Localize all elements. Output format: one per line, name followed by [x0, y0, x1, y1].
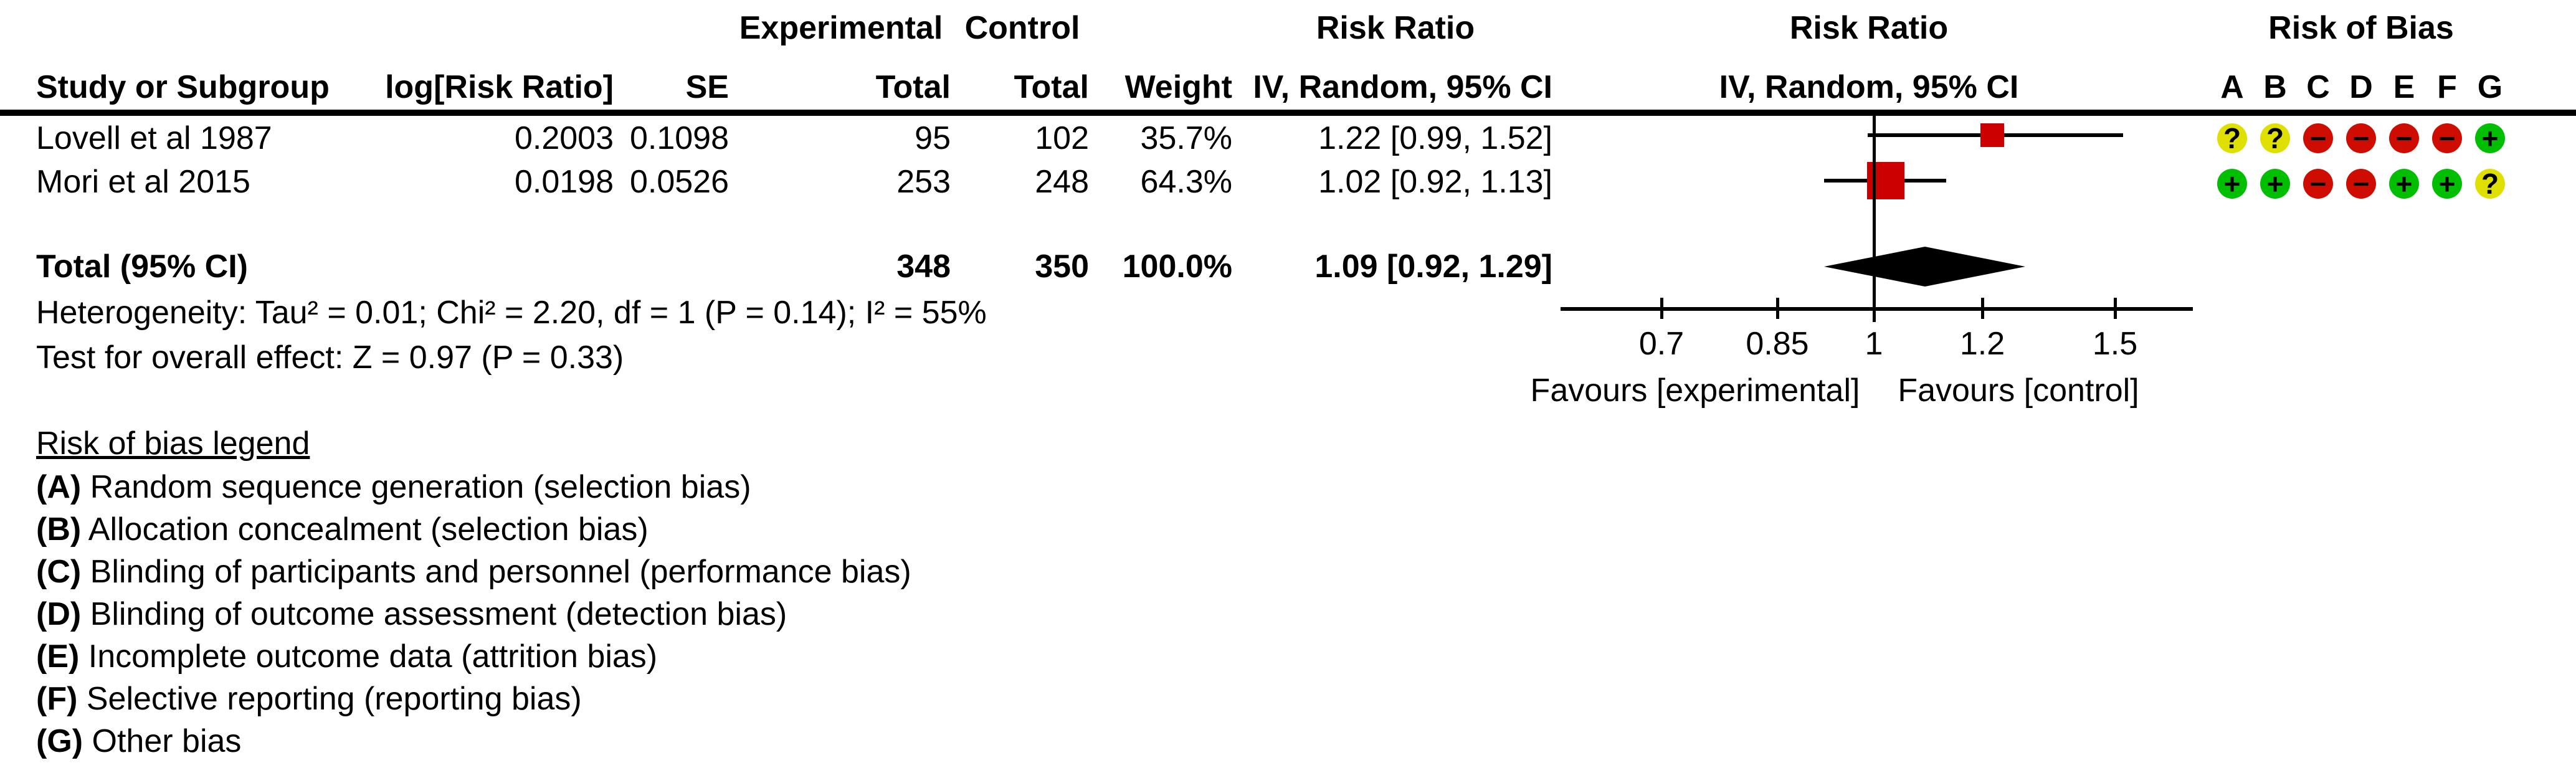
col-header-log-rr: log[Risk Ratio] — [385, 69, 614, 105]
study-weight: 35.7% — [1140, 120, 1232, 156]
bias-legend-text: Blinding of participants and personnel (… — [81, 554, 911, 590]
col-header-ci: IV, Random, 95% CI — [1253, 69, 1552, 105]
bias-legend-item: (D) Blinding of outcome assessment (dete… — [36, 595, 787, 633]
bias-circle: − — [2346, 168, 2376, 200]
study-se: 0.0526 — [629, 164, 729, 200]
header-divider-line — [0, 110, 2576, 116]
study-exp-total: 95 — [915, 120, 951, 156]
bias-legend-item: (F) Selective reporting (reporting bias) — [36, 680, 582, 718]
axis-tick — [1660, 298, 1663, 319]
bias-legend-key: (C) — [36, 554, 82, 590]
axis-tick-label: 0.7 — [1638, 326, 1685, 362]
bias-circle: + — [2217, 168, 2247, 200]
bias-legend-title: Risk of bias legend — [36, 425, 310, 462]
bias-legend-key: (F) — [36, 681, 78, 717]
total-ctrl: 350 — [1035, 249, 1089, 285]
bias-legend-key: (B) — [36, 511, 82, 548]
bias-circle: − — [2389, 122, 2419, 154]
group-header-risk-ratio: Risk Ratio — [1316, 10, 1475, 46]
bias-legend-item: (C) Blinding of participants and personn… — [36, 553, 911, 590]
bias-legend-text: Incomplete outcome data (attrition bias) — [79, 638, 658, 675]
axis-tick — [1981, 298, 1984, 319]
bias-legend-key: (D) — [36, 596, 82, 632]
study-name: Lovell et al 1987 — [36, 120, 272, 156]
study-name: Mori et al 2015 — [36, 164, 250, 200]
axis-tick-label: 0.85 — [1746, 326, 1809, 362]
bias-letter: E — [2393, 69, 2415, 105]
axis-tick-label: 1.2 — [1959, 326, 2005, 362]
bias-legend-item: (E) Incomplete outcome data (attrition b… — [36, 638, 657, 675]
bias-circle: ? — [2217, 122, 2247, 154]
heterogeneity-stats: Heterogeneity: Tau² = 0.01; Chi² = 2.20,… — [36, 295, 987, 331]
col-header-exp-total: Total — [875, 69, 951, 105]
effect-square — [1980, 123, 2004, 147]
bias-letter: A — [2220, 69, 2244, 105]
group-header-risk-of-bias: Risk of Bias — [2268, 10, 2454, 46]
col-header-weight: Weight — [1124, 69, 1232, 105]
axis-tick — [2114, 298, 2117, 319]
plot-null-line — [1873, 116, 1876, 322]
study-ci-text: 1.22 [0.99, 1.52] — [1318, 120, 1552, 156]
bias-legend-text: Selective reporting (reporting bias) — [77, 681, 582, 717]
bias-letter: D — [2349, 69, 2373, 105]
study-ctrl-total: 102 — [1035, 120, 1089, 156]
group-header-risk-ratio-plot: Risk Ratio — [1789, 10, 1949, 46]
study-log-rr: 0.2003 — [514, 120, 614, 156]
axis-tick-label: 1 — [1865, 326, 1883, 362]
favours-left-label: Favours [experimental] — [1530, 372, 1860, 409]
bias-letter: G — [2477, 69, 2503, 105]
pooled-diamond — [1824, 247, 2025, 287]
overall-effect-stats: Test for overall effect: Z = 0.97 (P = 0… — [36, 339, 624, 376]
col-header-study: Study or Subgroup — [36, 69, 330, 105]
axis-tick — [1776, 298, 1779, 319]
bias-legend-key: (A) — [36, 469, 82, 505]
study-exp-total: 253 — [896, 164, 951, 200]
study-ci-text: 1.02 [0.92, 1.13] — [1318, 164, 1552, 200]
bias-circle: − — [2303, 168, 2333, 200]
bias-circle: + — [2432, 168, 2462, 200]
bias-circle: + — [2475, 122, 2505, 154]
study-weight: 64.3% — [1140, 164, 1232, 200]
bias-legend-text: Other bias — [83, 723, 242, 759]
bias-circle: ? — [2475, 168, 2505, 200]
col-header-ci-plot: IV, Random, 95% CI — [1719, 69, 2019, 105]
bias-legend-key: (E) — [36, 638, 80, 675]
bias-legend-item: (G) Other bias — [36, 723, 241, 760]
bias-letter: F — [2437, 69, 2457, 105]
col-header-ctrl-total: Total — [1014, 69, 1089, 105]
study-log-rr: 0.0198 — [514, 164, 614, 200]
bias-legend-item: (B) Allocation concealment (selection bi… — [36, 511, 649, 548]
total-exp: 348 — [896, 249, 951, 285]
group-header-experimental: Experimental — [739, 10, 943, 46]
axis-tick-label: 1.5 — [2092, 326, 2138, 362]
bias-letter: C — [2306, 69, 2330, 105]
group-header-control: Control — [964, 10, 1080, 46]
col-header-se: SE — [685, 69, 729, 105]
bias-legend-text: Blinding of outcome assessment (detectio… — [81, 596, 787, 632]
axis-tick — [1873, 298, 1876, 319]
total-label: Total (95% CI) — [36, 249, 248, 285]
bias-circle: + — [2260, 168, 2290, 200]
bias-legend-item: (A) Random sequence generation (selectio… — [36, 468, 751, 506]
favours-right-label: Favours [control] — [1898, 372, 2139, 409]
bias-circle: − — [2303, 122, 2333, 154]
total-ci-text: 1.09 [0.92, 1.29] — [1314, 249, 1552, 285]
bias-legend-text: Random sequence generation (selection bi… — [81, 469, 751, 505]
bias-legend-key: (G) — [36, 723, 83, 759]
bias-legend-text: Allocation concealment (selection bias) — [81, 511, 649, 548]
plot-axis-line — [1561, 307, 2193, 311]
bias-circle: − — [2346, 122, 2376, 154]
study-ctrl-total: 248 — [1035, 164, 1089, 200]
bias-circle: − — [2432, 122, 2462, 154]
total-weight: 100.0% — [1122, 249, 1232, 285]
bias-letter: B — [2263, 69, 2287, 105]
study-se: 0.1098 — [629, 120, 729, 156]
bias-circle: ? — [2260, 122, 2290, 154]
bias-circle: + — [2389, 168, 2419, 200]
